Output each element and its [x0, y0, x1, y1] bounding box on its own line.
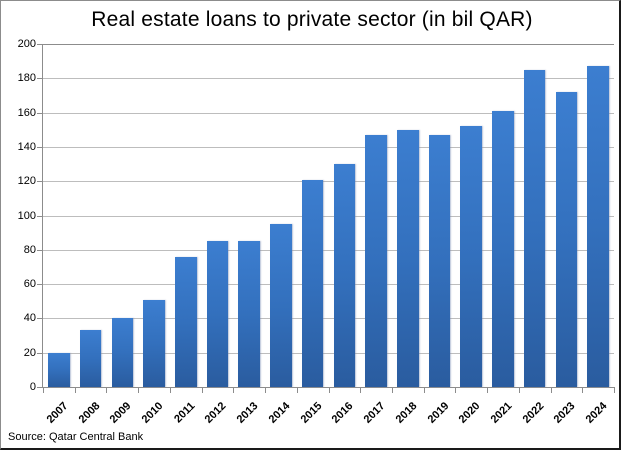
y-tick-label: 100: [17, 209, 36, 222]
x-tick: [423, 387, 425, 393]
gridline: [43, 146, 614, 148]
x-tick: [391, 387, 393, 393]
x-tick: [265, 387, 267, 393]
bar-2007: [48, 352, 70, 387]
bar-2009: [111, 318, 134, 387]
y-tick: [37, 249, 43, 251]
y-tick: [37, 318, 43, 320]
y-tick-label: 80: [23, 243, 36, 256]
gridline: [43, 249, 614, 251]
source-note: Source: Qatar Central Bank: [8, 431, 144, 443]
bar-2019: [428, 134, 451, 387]
bar-2010: [143, 299, 165, 387]
y-tick-label: 60: [23, 278, 36, 291]
x-tick: [328, 387, 330, 393]
x-tick: [487, 387, 489, 393]
bar-2016: [333, 164, 356, 387]
gridline: [43, 78, 614, 80]
bar-2012: [206, 241, 229, 387]
bar-2022: [523, 69, 546, 387]
gridline: [43, 352, 614, 354]
bar-2014: [270, 224, 292, 387]
bar-2011: [174, 256, 197, 387]
x-tick: [518, 387, 520, 393]
gridline: [43, 318, 614, 320]
x-tick: [582, 387, 584, 393]
gridline: [43, 181, 614, 183]
y-tick-label: 20: [23, 346, 36, 359]
y-tick: [37, 215, 43, 217]
x-tick: [74, 387, 76, 393]
y-tick-label: 140: [17, 140, 36, 153]
gridline: [43, 284, 614, 286]
bar-2008: [79, 330, 102, 387]
x-tick: [169, 387, 171, 393]
y-tick-label: 0: [29, 381, 36, 393]
y-tick: [37, 181, 43, 183]
x-tick: [455, 387, 457, 393]
bar-2024: [587, 66, 609, 387]
x-tick: [201, 387, 203, 393]
y-tick: [37, 284, 43, 286]
y-tick-label: 120: [17, 175, 36, 188]
x-tick: [106, 387, 108, 393]
x-tick: [138, 387, 140, 393]
gridline: [43, 112, 614, 114]
y-tick: [37, 352, 43, 354]
y-tick-label: 180: [17, 72, 36, 85]
bar-2015: [301, 179, 324, 387]
y-tick: [37, 78, 43, 80]
y-tick-label: 160: [17, 106, 36, 119]
bar-2021: [492, 110, 514, 387]
x-tick: [233, 387, 235, 393]
x-tick: [360, 387, 362, 393]
gridline: [43, 44, 614, 45]
y-tick: [37, 387, 43, 388]
bar-2017: [365, 134, 387, 387]
plot-area: [37, 44, 615, 393]
x-tick: [296, 387, 298, 393]
y-tick: [37, 146, 43, 148]
bar-2013: [238, 241, 260, 387]
x-tick: [43, 387, 44, 393]
gridline: [43, 215, 614, 217]
x-tick: [614, 387, 615, 393]
x-tick: [550, 387, 552, 393]
y-tick-label: 200: [17, 38, 36, 50]
bar-2023: [555, 92, 578, 387]
bar-2020: [460, 126, 483, 387]
y-tick-label: 40: [23, 312, 36, 325]
chart-title: Real estate loans to private sector (in …: [91, 8, 533, 31]
y-tick: [37, 44, 43, 45]
y-tick: [37, 112, 43, 114]
bar-2018: [397, 129, 419, 387]
